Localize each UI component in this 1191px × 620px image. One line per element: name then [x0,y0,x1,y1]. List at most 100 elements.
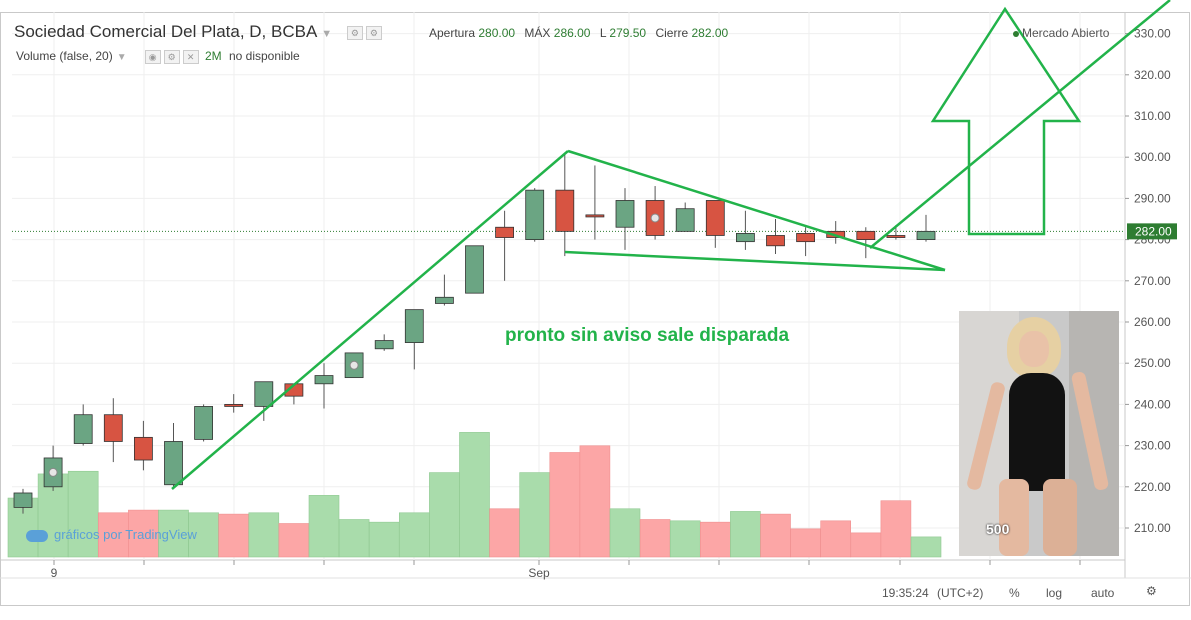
volume-bar [699,521,731,558]
volume-bar [609,508,641,558]
close-icon[interactable]: ✕ [182,49,199,64]
candle-body [224,403,244,407]
candle-body [103,414,123,442]
candle-body [856,230,876,241]
status-bar: 19:35:24 (UTC+2) % log auto ⚙ [0,578,1191,606]
volume-bar [639,519,671,558]
symbol-title-text: Sociedad Comercial Del Plata, D, BCBA [14,22,318,41]
volume-bar [579,445,611,558]
chart-annotation-text: pronto sin aviso sale disparada [505,325,790,346]
y-tick-label: 220.00 [1134,480,1171,494]
volume-label: Volume (false, 20) [16,49,113,63]
settings-icon[interactable]: ⚙ [346,25,363,40]
volume-bar [278,523,310,558]
gear-icon[interactable]: ⚙ [1146,584,1157,598]
log-toggle[interactable]: log [1046,586,1063,600]
ohlc-readout: Apertura 280.00 MÁX 286.00 L 279.50 Cier… [429,26,734,40]
candle-body [705,200,725,236]
y-tick-label: 270.00 [1134,274,1171,288]
tradingview-cloud-icon [26,529,48,542]
candle-body [555,189,575,232]
volume-bar [489,508,520,558]
volume-bar [820,520,852,558]
wedge-lower-line [564,250,946,272]
overlay-photo: 500 [959,311,1119,556]
volume-bar [669,520,701,558]
volume-bar [790,528,821,558]
y-tick-label: 260.00 [1134,315,1171,329]
candle-body [374,340,394,350]
y-tick-label: 240.00 [1134,397,1171,411]
volume-bar [368,521,400,558]
percent-toggle[interactable]: % [1009,586,1020,600]
clock-time: 19:35:24 [882,586,929,600]
candle-body [13,492,33,508]
wedge-upper-line [567,149,946,272]
settings-icon[interactable]: ⚙ [365,25,382,40]
auto-toggle[interactable]: auto [1091,586,1115,600]
volume-bar [188,512,219,558]
volume-bar [730,511,761,558]
candle-body [434,296,454,304]
volume-bar [459,432,490,558]
volume-bar [67,470,99,558]
trendline-drawings [171,0,1171,490]
last-price-label: 282.00 [1135,224,1172,238]
symbol-title[interactable]: Sociedad Comercial Del Plata, D, BCBA ▼ ⚙… [14,22,385,42]
up-arrow-drawing [930,6,1082,236]
candle-body [254,381,274,407]
volume-bar [519,472,551,558]
tradingview-watermark[interactable]: gráficos por TradingView [26,527,197,542]
candle-body [615,200,635,228]
breakout-line [869,0,1171,249]
y-tick-label: 230.00 [1134,439,1171,453]
volume-status: no disponible [228,49,300,63]
y-tick-label: 250.00 [1134,356,1171,370]
market-status-dot-icon [1013,30,1019,37]
volume-bar [549,452,581,558]
x-tick-label: Sep [528,566,550,580]
volume-bar [429,472,460,558]
open-value: 280.00 [478,26,516,40]
y-tick-label: 310.00 [1134,109,1171,123]
y-tick-label: 320.00 [1134,68,1171,82]
chevron-down-icon[interactable]: ▼ [116,52,127,63]
candle-body [886,235,906,238]
candle-body [916,230,936,241]
last-price-tag [1127,223,1177,240]
open-label: Apertura [429,26,476,40]
settings-icon[interactable]: ⚙ [163,49,180,64]
candle-body [73,414,93,444]
y-tick-label: 300.00 [1134,150,1171,164]
event-marker-icon [48,467,58,477]
candle-body [525,189,545,241]
low-label: L [599,26,607,40]
volume-bar [248,512,280,558]
market-status-text: Mercado Abierto [1022,26,1110,40]
y-tick-label: 290.00 [1134,191,1171,205]
high-value: 286.00 [553,26,591,40]
x-tick-label: 9 [51,566,58,580]
volume-bar [128,509,159,558]
volume-bar [910,536,942,558]
y-tick-label: 210.00 [1134,521,1171,535]
close-label: Cierre [655,26,689,40]
candle-body [495,226,515,238]
candle-body [736,233,755,243]
chevron-down-icon[interactable]: ▼ [321,28,333,40]
volume-bar [98,512,129,558]
volume-bar [308,495,340,558]
candle-body [404,309,424,344]
volume-bar [760,513,791,558]
volume-bar [218,513,249,558]
timezone[interactable]: (UTC+2) [937,586,984,600]
volume-value: 2M [204,49,222,63]
candle-body [796,233,815,243]
volume-legend: Volume (false, 20) ▼ ◉ ⚙ ✕ 2M no disponible [16,49,300,64]
volume-bar [398,512,430,558]
eye-icon[interactable]: ◉ [144,49,161,64]
photo-overlay-number: 500 [986,521,1010,537]
uptrend-line [171,150,569,490]
